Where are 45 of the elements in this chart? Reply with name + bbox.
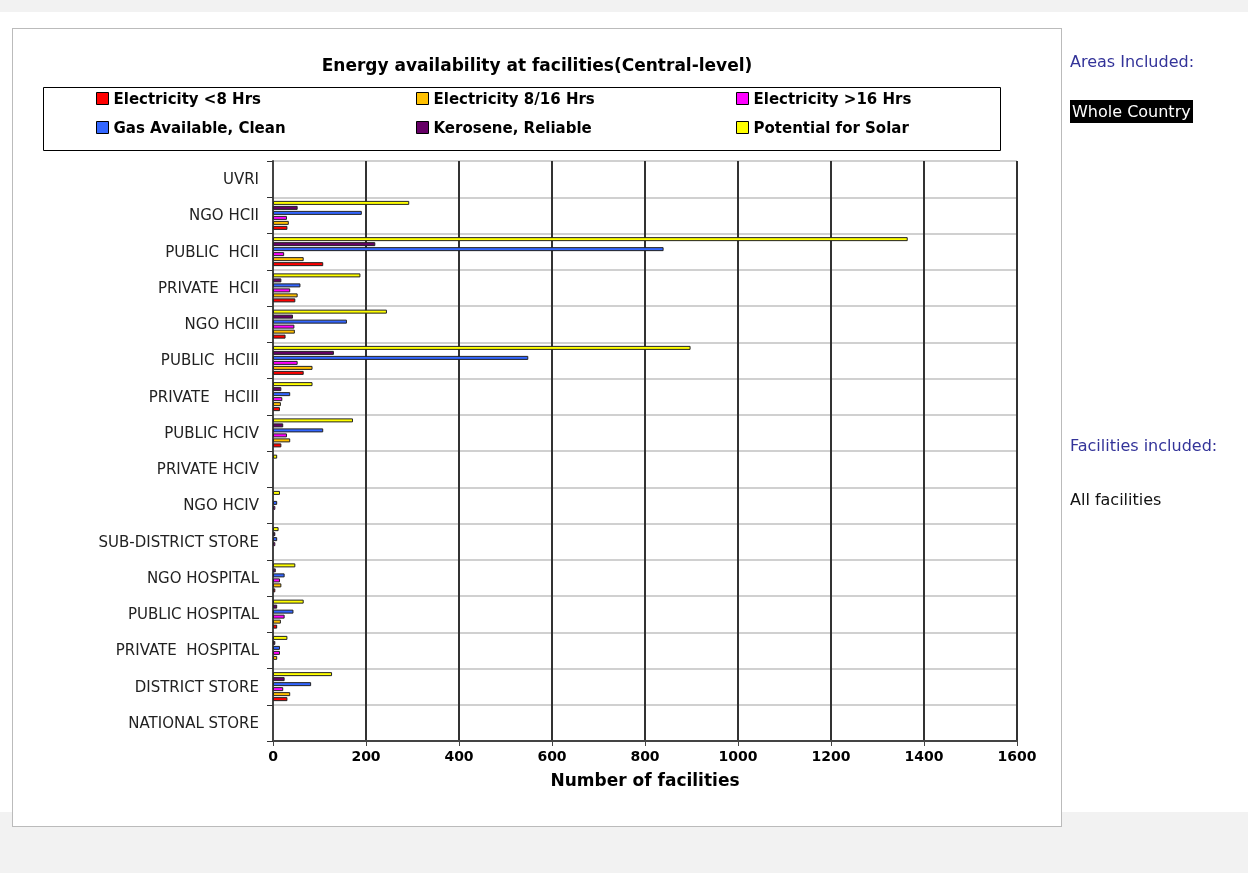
y-tick-label: NATIONAL STORE <box>128 713 259 732</box>
y-tick-label: NGO HCIII <box>184 315 259 334</box>
y-tick-label: NGO HOSPITAL <box>146 568 260 587</box>
x-tick-label: 1200 <box>811 748 851 764</box>
y-tick-label: PUBLIC HCII <box>165 242 259 261</box>
legend-label: Electricity >16 Hrs <box>753 89 912 108</box>
y-tick-label: NGO HCII <box>188 206 259 225</box>
bar <box>273 672 333 677</box>
legend-label: Potential for Solar <box>753 118 910 137</box>
y-tick-label: SUB-DISTRICT STORE <box>98 532 259 551</box>
text: All facilities <box>1070 490 1162 509</box>
y-tick-label: PUBLIC HCIII <box>160 351 259 370</box>
x-tick-label: 400 <box>444 748 474 764</box>
bar <box>273 454 278 459</box>
bar <box>273 527 279 532</box>
legend-label: Electricity 8/16 Hrs <box>433 89 595 108</box>
x-tick-label: 1600 <box>997 748 1037 764</box>
bar <box>273 237 908 242</box>
y-tick-label: PRIVATE HOSPITAL <box>115 641 260 660</box>
x-tick-label: 800 <box>630 748 660 764</box>
chart-title: Energy availability at facilities(Central-level) <box>321 54 753 75</box>
text: Facilities included: <box>1070 436 1218 455</box>
legend-label: Gas Available, Clean <box>113 118 286 137</box>
legend-label: Electricity <8 Hrs <box>113 89 262 108</box>
y-tick-label: UVRI <box>222 170 259 189</box>
y-tick-label: NGO HCIV <box>183 496 260 515</box>
y-tick-label: PUBLIC HCIV <box>164 423 260 442</box>
x-tick-label: 600 <box>537 748 567 764</box>
bar <box>273 490 280 495</box>
y-tick-label: PRIVATE HCIII <box>148 387 259 406</box>
bar <box>273 655 278 660</box>
x-tick-label: 0 <box>268 748 279 764</box>
text: Whole Country <box>1070 100 1193 123</box>
y-tick-label: PUBLIC HOSPITAL <box>127 605 260 624</box>
x-axis-title: Number of facilities <box>550 769 740 790</box>
y-tick-label: PRIVATE HCIV <box>156 460 260 479</box>
x-tick-label: 1400 <box>904 748 944 764</box>
bar <box>273 382 313 387</box>
y-tick-label: PRIVATE HCII <box>157 278 259 297</box>
text: Areas Included: <box>1070 52 1195 71</box>
bar <box>273 225 288 230</box>
x-tick-label: 200 <box>351 748 381 764</box>
legend-label: Kerosene, Reliable <box>433 118 592 137</box>
x-tick-label: 1000 <box>718 748 758 764</box>
y-tick-label: DISTRICT STORE <box>134 677 259 696</box>
